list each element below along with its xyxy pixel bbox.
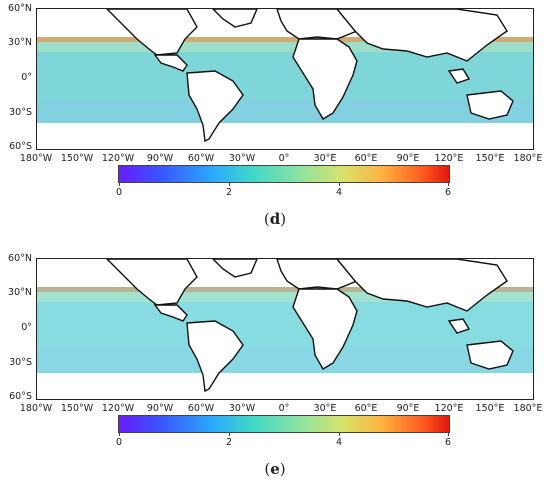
colorbar-tick-label-6: 6: [444, 187, 452, 198]
ocean-warm-band: [37, 42, 533, 52]
colorbar-tick: [119, 182, 120, 186]
colorbar-d: [118, 165, 450, 183]
land-e: [106, 259, 514, 393]
lat-label-60s: 60°S: [9, 141, 32, 152]
lon-label-150e: 150°E: [475, 153, 505, 164]
ocean-south-band: [37, 349, 533, 373]
lon-label-90w: 90°W: [146, 403, 174, 414]
map-d: [36, 8, 534, 150]
lat-label-30n: 30°N: [8, 287, 32, 298]
lon-label-180w: 180°W: [19, 153, 53, 164]
land-d: [106, 9, 514, 143]
colorbar-tick: [448, 432, 449, 436]
lat-label-60s: 60°S: [9, 391, 32, 402]
colorbar-tick: [229, 182, 230, 186]
lon-label-90w: 90°W: [146, 153, 174, 164]
map-d-svg: [37, 9, 533, 143]
panel-label-e: (e): [264, 460, 286, 478]
map-e: [36, 258, 534, 400]
lon-label-120e: 120°E: [434, 403, 464, 414]
lat-label-0: 0°: [21, 322, 32, 333]
ocean-south-band: [37, 99, 533, 123]
colorbar-tick-label-4: 4: [335, 187, 343, 198]
lat-label-30s: 30°S: [9, 357, 32, 368]
lon-label-60w: 60°W: [187, 403, 215, 414]
lon-label-180e: 180°E: [513, 403, 543, 414]
colorbar-tick-label-0: 0: [115, 437, 123, 448]
map-e-svg: [37, 259, 533, 393]
lon-label-120w: 120°W: [101, 153, 135, 164]
lon-label-0: 0°: [278, 403, 290, 414]
colorbar-tick-label-2: 2: [225, 187, 233, 198]
lon-label-150e: 150°E: [475, 403, 505, 414]
lon-label-90e: 90°E: [396, 403, 420, 414]
lon-label-60e: 60°E: [354, 403, 378, 414]
lat-label-30n: 30°N: [8, 37, 32, 48]
colorbar-tick-label-2: 2: [225, 437, 233, 448]
colorbar-tick-label-0: 0: [115, 187, 123, 198]
lon-label-0: 0°: [278, 153, 290, 164]
colorbar-e: [118, 415, 450, 433]
lon-label-30e: 30°E: [313, 403, 337, 414]
colorbar-tick-label-6: 6: [444, 437, 452, 448]
lon-label-30e: 30°E: [313, 153, 337, 164]
lat-label-60n: 60°N: [8, 3, 32, 14]
colorbar-tick: [229, 432, 230, 436]
colorbar-tick: [119, 432, 120, 436]
lon-label-180e: 180°E: [513, 153, 543, 164]
colorbar-tick-label-4: 4: [335, 437, 343, 448]
ocean-warm-band: [37, 292, 533, 302]
lon-label-60e: 60°E: [354, 153, 378, 164]
colorbar-tick: [339, 182, 340, 186]
lon-label-120e: 120°E: [434, 153, 464, 164]
lat-label-0: 0°: [21, 72, 32, 83]
lon-label-180w: 180°W: [19, 403, 53, 414]
lon-label-120w: 120°W: [101, 403, 135, 414]
lat-label-30s: 30°S: [9, 107, 32, 118]
colorbar-tick: [448, 182, 449, 186]
lon-label-150w: 150°W: [60, 403, 94, 414]
lon-label-150w: 150°W: [60, 153, 94, 164]
panel-label-d: (d): [263, 210, 287, 228]
lon-label-60w: 60°W: [187, 153, 215, 164]
lon-label-30w: 30°W: [228, 153, 256, 164]
lon-label-30w: 30°W: [228, 403, 256, 414]
colorbar-tick: [339, 432, 340, 436]
lon-label-90e: 90°E: [396, 153, 420, 164]
lat-label-60n: 60°N: [8, 253, 32, 264]
ocean-high-north: [37, 287, 533, 292]
ocean-high-north: [37, 37, 533, 42]
